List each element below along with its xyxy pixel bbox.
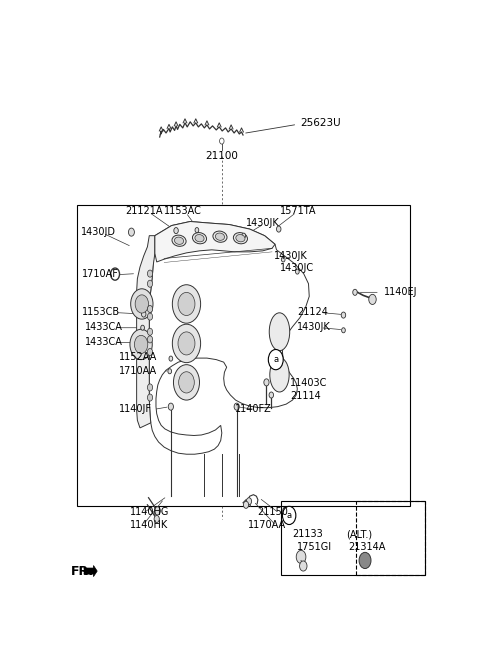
Text: FR.: FR. — [71, 564, 94, 578]
Circle shape — [135, 295, 148, 313]
Circle shape — [147, 336, 153, 343]
Circle shape — [174, 227, 178, 234]
Circle shape — [155, 507, 160, 515]
Circle shape — [296, 551, 306, 564]
Circle shape — [147, 384, 153, 391]
Text: 21121A: 21121A — [125, 206, 163, 216]
Ellipse shape — [213, 231, 227, 242]
Circle shape — [147, 280, 153, 287]
Circle shape — [276, 226, 281, 232]
Text: 1140JF: 1140JF — [119, 403, 152, 414]
Text: 21314A: 21314A — [348, 542, 385, 553]
Text: 1751GI: 1751GI — [297, 542, 332, 553]
Circle shape — [147, 306, 153, 313]
Text: 1430JD: 1430JD — [81, 227, 116, 237]
Polygon shape — [149, 221, 309, 454]
Text: 1153CB: 1153CB — [82, 307, 120, 317]
Circle shape — [178, 292, 195, 315]
Circle shape — [281, 257, 285, 262]
Text: 21150: 21150 — [257, 507, 288, 518]
Circle shape — [154, 516, 159, 522]
Text: 1140HK: 1140HK — [130, 520, 168, 530]
Ellipse shape — [233, 233, 248, 244]
Polygon shape — [84, 566, 97, 577]
Text: 1433CA: 1433CA — [84, 337, 122, 347]
Text: 1710AA: 1710AA — [119, 366, 157, 376]
Circle shape — [169, 356, 173, 361]
Circle shape — [147, 313, 153, 320]
Polygon shape — [155, 221, 275, 262]
Circle shape — [131, 289, 153, 319]
Text: 1153AC: 1153AC — [164, 206, 202, 216]
Ellipse shape — [216, 233, 225, 240]
Circle shape — [178, 332, 195, 355]
Circle shape — [342, 328, 345, 333]
Text: 1430JK: 1430JK — [246, 218, 280, 228]
Circle shape — [246, 498, 252, 505]
Ellipse shape — [236, 235, 245, 242]
Text: (ALT.): (ALT.) — [347, 529, 372, 539]
Circle shape — [141, 325, 144, 330]
Text: 1571TA: 1571TA — [279, 206, 316, 216]
Circle shape — [173, 365, 200, 400]
Circle shape — [172, 284, 201, 323]
Circle shape — [147, 328, 153, 335]
Ellipse shape — [269, 313, 290, 351]
Circle shape — [341, 312, 346, 318]
Ellipse shape — [195, 235, 204, 242]
Bar — [281, 501, 425, 575]
Circle shape — [168, 403, 173, 410]
Text: a: a — [287, 511, 292, 520]
Circle shape — [243, 501, 249, 509]
Text: 1140HG: 1140HG — [130, 507, 169, 518]
Ellipse shape — [172, 235, 186, 246]
Circle shape — [147, 270, 153, 277]
Ellipse shape — [270, 357, 289, 392]
Bar — [77, 205, 410, 507]
Circle shape — [141, 340, 144, 345]
Circle shape — [268, 350, 283, 370]
Circle shape — [129, 228, 134, 236]
Ellipse shape — [192, 233, 206, 244]
Text: 21133: 21133 — [292, 529, 323, 539]
Circle shape — [359, 553, 371, 568]
Circle shape — [282, 507, 296, 524]
Circle shape — [369, 294, 376, 304]
Circle shape — [110, 268, 120, 280]
Circle shape — [172, 324, 201, 363]
Text: 1710AF: 1710AF — [82, 269, 119, 279]
Text: 21124: 21124 — [297, 307, 328, 317]
Circle shape — [147, 348, 153, 355]
Polygon shape — [137, 236, 155, 428]
Text: 1170AA: 1170AA — [248, 520, 287, 530]
Circle shape — [147, 394, 153, 401]
Text: 1430JC: 1430JC — [280, 263, 314, 273]
Circle shape — [179, 372, 194, 393]
Circle shape — [353, 289, 357, 296]
Text: 21114: 21114 — [290, 390, 321, 401]
Text: 25623U: 25623U — [300, 118, 341, 128]
Text: 1152AA: 1152AA — [119, 351, 157, 361]
Circle shape — [264, 379, 269, 386]
Text: 1433CA: 1433CA — [84, 322, 122, 332]
Circle shape — [234, 403, 240, 410]
Circle shape — [142, 311, 146, 317]
Circle shape — [242, 233, 246, 238]
Text: 1140EJ: 1140EJ — [384, 287, 417, 298]
Ellipse shape — [174, 237, 184, 244]
Circle shape — [219, 138, 224, 144]
Text: 1140FZ: 1140FZ — [235, 403, 272, 414]
Text: 1430JK: 1430JK — [274, 251, 307, 261]
Circle shape — [296, 269, 299, 274]
Circle shape — [300, 561, 307, 571]
Circle shape — [168, 369, 172, 374]
Text: 11403C: 11403C — [290, 378, 327, 388]
Circle shape — [130, 329, 152, 359]
Text: a: a — [273, 355, 278, 364]
Text: 1430JK: 1430JK — [297, 322, 331, 332]
Circle shape — [195, 227, 199, 233]
Text: 21100: 21100 — [205, 150, 238, 161]
Circle shape — [134, 335, 148, 353]
Circle shape — [269, 392, 274, 398]
